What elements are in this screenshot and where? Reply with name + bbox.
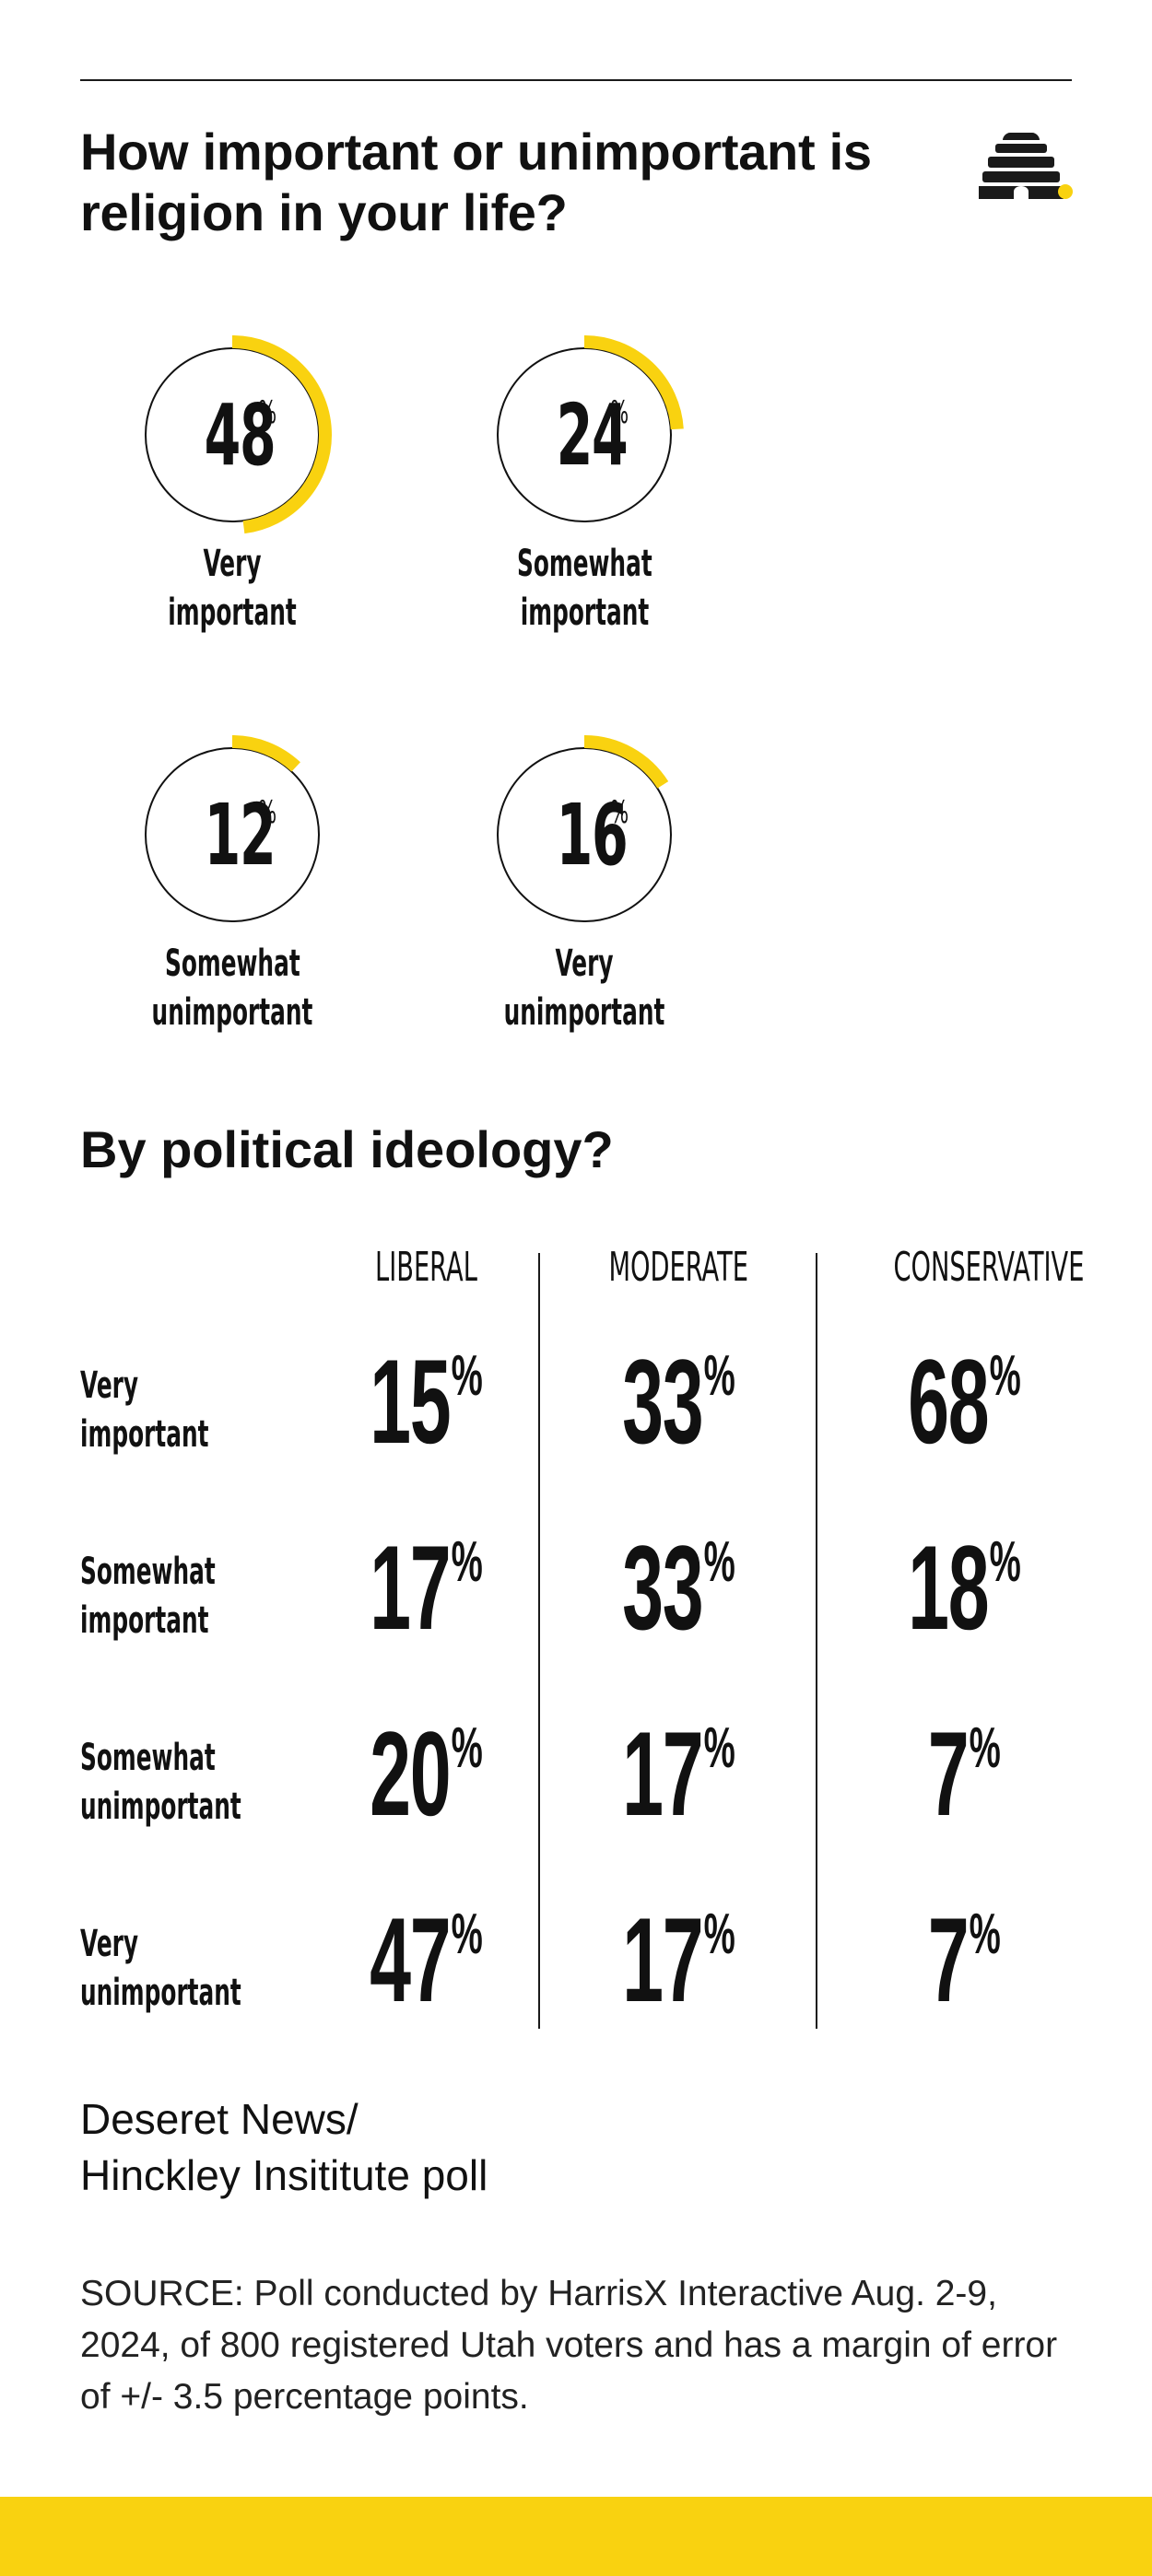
table-cell: 47% <box>297 1891 555 2029</box>
row-label-line: Very <box>80 1923 139 1965</box>
table-cell: 20% <box>297 1704 555 1843</box>
donut-ring <box>485 335 684 534</box>
row-label: Very important <box>80 1362 301 1459</box>
table-cell: 17% <box>549 1704 807 1843</box>
column-header: MODERATE <box>549 1244 807 1291</box>
donut-label-line: Somewhat <box>164 943 300 985</box>
row-label-line: Somewhat <box>80 1551 216 1593</box>
column-header: LIBERAL <box>297 1244 555 1291</box>
row-label: Somewhat unimportant <box>80 1734 301 1832</box>
table-value: 68% <box>908 1334 1021 1469</box>
donut-value-number: 12 <box>204 785 276 884</box>
table-value: 7% <box>928 1706 1001 1841</box>
percent-sign: % <box>989 1344 1021 1408</box>
donut-value-number: 24 <box>556 385 628 485</box>
row-label-line: unimportant <box>80 1786 241 1829</box>
donut-label: Somewhat important <box>437 540 732 638</box>
donut-item: 16% Very unimportant <box>437 715 732 1065</box>
percent-sign: % <box>703 1903 735 1966</box>
table-value: 47% <box>370 1892 483 2027</box>
table-cell: 7% <box>835 1891 1093 2029</box>
top-rule <box>80 79 1072 81</box>
donut-ring <box>485 735 684 934</box>
percent-sign: % <box>451 1716 483 1780</box>
percent-sign: % <box>969 1716 1001 1780</box>
donut-label: Very important <box>85 540 380 638</box>
percent-sign: % <box>989 1530 1021 1594</box>
donut-value: 12% <box>85 715 380 954</box>
donut-item: 12% Somewhat unimportant <box>85 715 380 1065</box>
column-header-text: MODERATE <box>608 1244 748 1291</box>
table-cell: 68% <box>835 1332 1093 1470</box>
table-cell: 15% <box>297 1332 555 1470</box>
column-header-text: CONSERVATIVE <box>893 1244 1085 1291</box>
table-value: 7% <box>928 1892 1001 2027</box>
percent-sign: % <box>257 394 277 431</box>
row-label-line: Somewhat <box>80 1737 216 1779</box>
table-value: 33% <box>622 1520 735 1655</box>
percent-sign: % <box>257 794 277 831</box>
donut-label-line: Very unimportant <box>503 943 665 1035</box>
percent-sign: % <box>609 794 629 831</box>
table-value: 17% <box>622 1706 735 1841</box>
credit-line: Deseret News/ <box>80 2095 359 2143</box>
table-value: 17% <box>370 1520 483 1655</box>
table-cell: 17% <box>297 1518 555 1657</box>
column-header-text: LIBERAL <box>374 1244 477 1291</box>
donut-label: Very unimportant <box>437 940 732 1037</box>
table-value: 15% <box>370 1334 483 1469</box>
donut-label-line: Very important <box>168 543 297 635</box>
page-title: How important or unimportant is religion… <box>80 123 872 241</box>
donut-value: 16% <box>437 715 732 954</box>
percent-sign: % <box>451 1530 483 1594</box>
table-value: 17% <box>622 1892 735 2027</box>
percent-sign: % <box>703 1344 735 1408</box>
donut-slice <box>485 335 684 534</box>
donut-label-line: unimportant <box>151 991 313 1035</box>
credit: Deseret News/ Hinckley Insititute poll <box>80 2091 488 2203</box>
footer-bar <box>0 2497 1152 2576</box>
donut-value: 24% <box>437 315 732 555</box>
credit-line: Hinckley Insititute poll <box>80 2150 488 2199</box>
table-cell: 17% <box>549 1891 807 2029</box>
table-value: 18% <box>908 1520 1021 1655</box>
table-cell: 33% <box>549 1518 807 1657</box>
percent-sign: % <box>609 394 629 431</box>
percent-sign: % <box>703 1716 735 1780</box>
percent-sign: % <box>703 1530 735 1594</box>
table-cell: 7% <box>835 1704 1093 1843</box>
table-title: By political ideology? <box>80 1120 614 1178</box>
row-label: Somewhat important <box>80 1548 301 1645</box>
donut-value-number: 48 <box>204 385 276 485</box>
donut-slice <box>133 335 332 534</box>
donut-slice <box>485 735 684 934</box>
row-label-line: unimportant <box>80 1972 241 2015</box>
donut-ring <box>133 335 332 534</box>
row-label-line: Very <box>80 1364 139 1407</box>
row-label-line: important <box>80 1413 209 1457</box>
donut-label: Somewhat unimportant <box>85 940 380 1037</box>
table-value: 33% <box>622 1334 735 1469</box>
donut-value-number: 16 <box>556 785 628 884</box>
row-label: Very unimportant <box>80 1920 301 2018</box>
donut-value: 48% <box>85 315 380 555</box>
table-value: 20% <box>370 1706 483 1841</box>
table-cell: 33% <box>549 1332 807 1470</box>
donut-ring <box>133 735 332 934</box>
column-divider <box>538 1253 540 2029</box>
column-divider <box>816 1253 817 2029</box>
donut-slice <box>133 735 332 934</box>
percent-sign: % <box>451 1903 483 1966</box>
table-cell: 18% <box>835 1518 1093 1657</box>
donut-label-line: important <box>520 591 649 635</box>
percent-sign: % <box>451 1344 483 1408</box>
row-label-line: important <box>80 1599 209 1643</box>
donut-item: 48% Very important <box>85 315 380 665</box>
donut-label-line: Somewhat <box>516 543 652 585</box>
percent-sign: % <box>969 1903 1001 1966</box>
beehive-logo <box>979 133 1073 199</box>
column-header: CONSERVATIVE <box>835 1244 1093 1291</box>
source-note: SOURCE: Poll conducted by HarrisX Intera… <box>80 2274 1058 2418</box>
donut-item: 24% Somewhat important <box>437 315 732 665</box>
